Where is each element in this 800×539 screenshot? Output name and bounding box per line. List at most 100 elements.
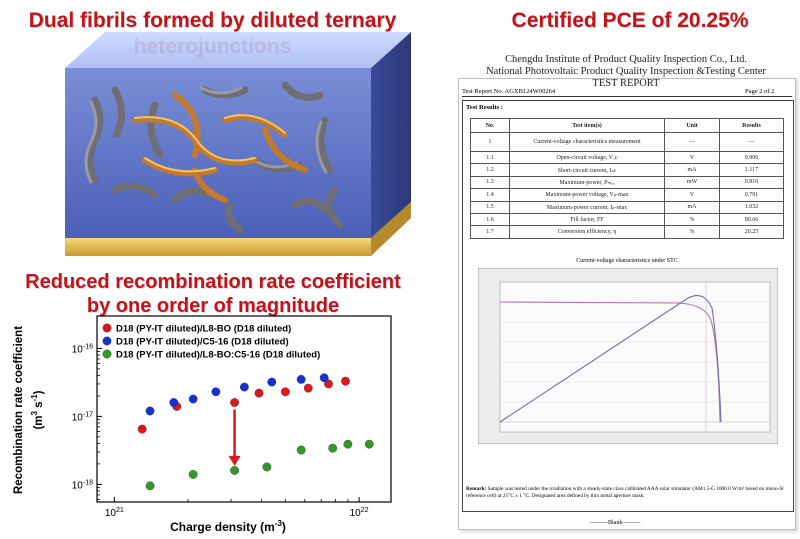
cell-result: 20.25: [719, 225, 784, 239]
report-institute: Chengdu Institute of Product Quality Ins…: [504, 54, 748, 65]
cell-result: 1.032: [719, 200, 784, 214]
cell-unit: —: [664, 132, 720, 152]
cell-unit: mW: [664, 175, 720, 190]
cell-no: 1.2: [470, 163, 510, 177]
scatter-point-series-1: [303, 383, 313, 393]
table-row: 1.5 Maximum-power current, Iₚ-max mA 1.032: [470, 200, 784, 214]
data-points-layer: [137, 373, 374, 491]
legend-marker: [102, 323, 112, 333]
cell-result: 0.906: [719, 150, 784, 165]
scatter-point-series-1: [230, 398, 239, 407]
col-results: Results: [719, 118, 784, 133]
cell-item: Maximum-power voltage, Vₚ-max: [509, 188, 665, 202]
table-row: 1.2 Short-circuit current, Iₛc mA 1.117: [470, 163, 784, 177]
scatter-point-series-3: [230, 466, 239, 475]
y-tick-label: 10-18: [72, 479, 93, 491]
scatter-point-series-2: [296, 375, 306, 384]
scatter-point-series-1: [137, 424, 147, 434]
scatter-point-series-2: [211, 387, 221, 397]
scatter-point-series-2: [239, 382, 249, 392]
cell-unit: V: [664, 150, 720, 165]
results-table: No. Test item(s) Unit Results 1 Current-v…: [470, 118, 784, 239]
scatter-point-series-3: [364, 439, 374, 449]
col-no: No.: [470, 118, 510, 133]
cell-item: Maximum-power, Pₘₐₓ: [509, 175, 665, 190]
cell-no: 1.6: [470, 212, 510, 227]
cell-no: 1.7: [470, 225, 510, 239]
x-tick-label: 1021: [105, 507, 124, 519]
cell-result: 80.66: [719, 212, 784, 227]
cell-no: 1.3: [470, 175, 510, 190]
legend-label: D18 (PY-IT diluted)/C5-16 (D18 diluted): [116, 337, 289, 348]
cell-result: 1.117: [719, 163, 784, 177]
pce-title: Certified PCE of 20.25%: [511, 9, 749, 32]
report-remark: Remark: Sample was tested under the irra…: [466, 486, 788, 500]
scatter-point-series-3: [343, 439, 353, 449]
cell-unit: mA: [664, 200, 720, 214]
report-center: National Photovoltaic Product Quality In…: [486, 66, 766, 77]
scatter-point-series-3: [145, 481, 155, 491]
legend-marker: [102, 336, 112, 346]
y-axis-label: Recombination rate coefficient: [13, 326, 25, 494]
y-tick-label: 10-16: [72, 343, 93, 355]
annotation-arrow-head: [228, 455, 241, 466]
cell-item: Current-voltage characteristics measurem…: [509, 132, 665, 152]
results-header-row: No. Test item(s) Unit Results: [470, 118, 784, 133]
remark-label: Remark:: [466, 486, 487, 492]
scatter-point-series-2: [145, 406, 155, 416]
remark-text: Sample was tested under the irradiation …: [466, 486, 784, 499]
scatter-point-series-1: [341, 376, 350, 386]
cell-result: 0.816: [719, 175, 784, 190]
report-doc-type: TEST REPORT: [592, 78, 660, 89]
annotation-layer: [228, 409, 241, 466]
cell-result: 0.791: [719, 188, 784, 202]
cell-item: Conversion efficiency, η: [509, 225, 665, 239]
chart-legend: D18 (PY-IT diluted)/L8-BO (D18 diluted) D…: [102, 323, 320, 361]
scatter-point-series-1: [324, 379, 333, 389]
cell-unit: %: [664, 225, 720, 239]
cell-no: 1.1: [470, 150, 510, 165]
legend-label: D18 (PY-IT diluted)/L8-BO (D18 diluted): [116, 324, 291, 335]
chart-heading: Reduced recombination rate coefficient b…: [25, 271, 401, 317]
table-row: 1.1 Open-circuit voltage, Vₒc V 0.906: [470, 150, 784, 165]
scatter-point-series-2: [319, 373, 329, 383]
cell-no: 1.4: [470, 188, 510, 202]
report-header-rule: [462, 96, 792, 97]
scatter-point-series-3: [328, 443, 338, 453]
y-tick-label: 10-17: [72, 411, 93, 423]
iv-chart-title: Current-voltage characteristics under ST…: [576, 258, 678, 264]
x-axis-label: Charge density (m-3): [170, 519, 286, 534]
cell-unit: %: [664, 212, 720, 227]
table-row: 1.4 Maximum-power voltage, Vₚ-max V 0.791: [470, 188, 784, 202]
scatter-point-series-1: [280, 387, 290, 397]
cell-item: Open-circuit voltage, Vₒc: [509, 150, 665, 165]
scatter-point-series-2: [267, 377, 277, 387]
plot-frame: [96, 315, 392, 503]
report-number: Test Report No. AGXB124W00264: [462, 88, 556, 95]
x-tick-label: 1022: [350, 507, 369, 519]
recombination-chart: 1021 1022 10-16 10-17 10-18 D18 (PY-IT dilut…: [13, 315, 392, 534]
scatter-point-series-1: [254, 388, 264, 398]
cell-item: Fill factor, FF: [509, 212, 665, 227]
scatter-point-series-3: [262, 462, 272, 472]
fibril-block-illustration: [65, 32, 411, 256]
table-row: 1.7 Conversion efficiency, η% 20.25: [470, 225, 784, 239]
iv-curve-plot: [478, 268, 778, 444]
scatter-point-series-2: [188, 394, 198, 404]
cell-no: 1.5: [470, 200, 510, 214]
col-unit: Unit: [664, 118, 720, 133]
results-label: Test Results :: [466, 104, 503, 111]
cell-item: Maximum-power current, Iₚ-max: [509, 200, 665, 214]
cell-result: —: [719, 132, 784, 152]
blank-footer: ———Blank———: [590, 520, 641, 526]
report-results-frame: [462, 100, 794, 512]
report-page-number: Page 2 of 2: [745, 88, 775, 95]
table-row: 1 Current-voltage characteristics measure…: [470, 132, 784, 152]
scatter-point-series-3: [296, 445, 306, 455]
scatter-point-series-2: [169, 398, 179, 407]
cell-unit: V: [664, 188, 720, 202]
tick-layer: 1021 1022 10-16 10-17 10-18: [72, 343, 369, 519]
cell-unit: mA: [664, 163, 720, 177]
table-row: 1.6 Fill factor, FF% 80.66: [470, 212, 784, 227]
legend-label: D18 (PY-IT diluted)/L8-BO:C5-16 (D18 dil…: [116, 350, 320, 361]
